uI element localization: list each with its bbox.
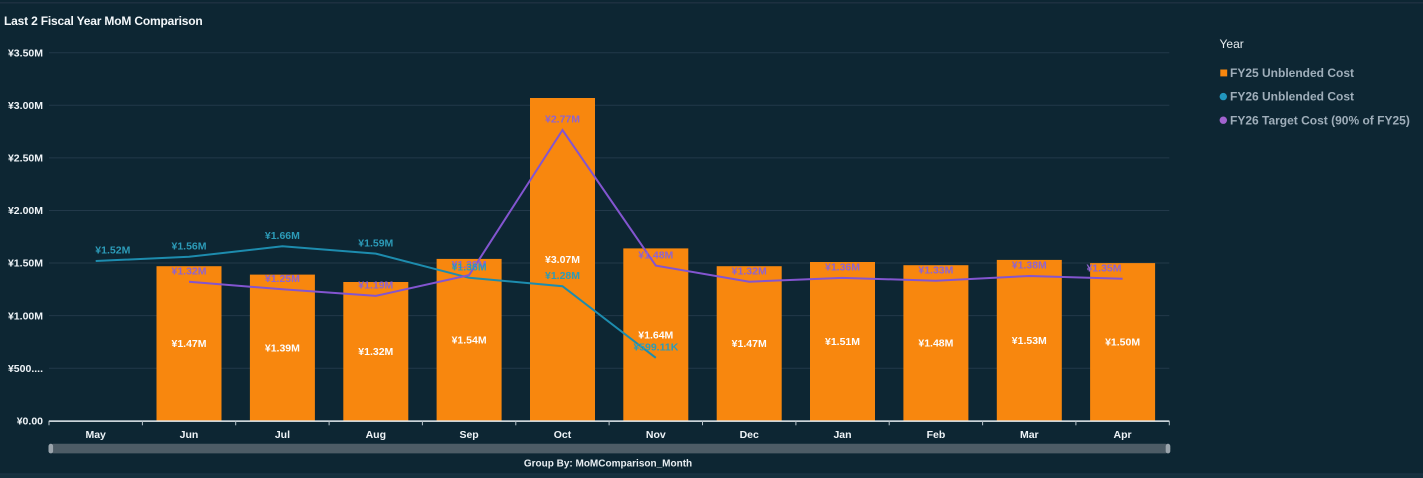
svg-text:¥1.19M: ¥1.19M	[358, 280, 393, 292]
svg-text:Mar: Mar	[1020, 429, 1039, 441]
svg-text:¥500....: ¥500....	[8, 363, 43, 375]
svg-text:¥1.54M: ¥1.54M	[452, 335, 487, 347]
svg-text:¥1.32M: ¥1.32M	[732, 265, 767, 277]
svg-text:¥1.36M: ¥1.36M	[452, 262, 487, 274]
svg-text:¥3.07M: ¥3.07M	[545, 254, 580, 266]
svg-text:Sep: Sep	[459, 429, 478, 441]
svg-text:¥1.28M: ¥1.28M	[545, 270, 580, 282]
svg-text:Apr: Apr	[1114, 429, 1132, 441]
svg-text:¥1.51M: ¥1.51M	[825, 336, 860, 348]
svg-text:¥2.00M: ¥2.00M	[8, 205, 43, 217]
svg-text:Jan: Jan	[833, 429, 851, 441]
svg-text:Aug: Aug	[366, 429, 386, 441]
svg-text:¥1.64M: ¥1.64M	[638, 329, 673, 341]
svg-text:¥1.47M: ¥1.47M	[171, 338, 206, 350]
svg-text:¥1.35M: ¥1.35M	[1086, 263, 1121, 275]
svg-text:FY26 Target Cost (90% of FY25): FY26 Target Cost (90% of FY25)	[1230, 113, 1410, 127]
svg-text:¥2.50M: ¥2.50M	[8, 153, 43, 165]
svg-text:¥1.47M: ¥1.47M	[732, 338, 767, 350]
svg-text:FY26 Unblended Cost: FY26 Unblended Cost	[1230, 90, 1354, 104]
svg-text:Last 2 Fiscal Year MoM Compari: Last 2 Fiscal Year MoM Comparison	[4, 14, 203, 28]
svg-text:Oct: Oct	[554, 429, 572, 441]
svg-text:¥1.32M: ¥1.32M	[358, 346, 393, 358]
svg-text:¥1.39M: ¥1.39M	[452, 259, 487, 271]
svg-text:Feb: Feb	[927, 429, 946, 441]
svg-text:¥1.56M: ¥1.56M	[171, 241, 206, 253]
svg-text:¥1.50M: ¥1.50M	[1105, 337, 1140, 349]
svg-text:¥1.00M: ¥1.00M	[8, 310, 43, 322]
svg-text:¥1.32M: ¥1.32M	[171, 265, 206, 277]
svg-text:¥1.52M: ¥1.52M	[95, 245, 130, 257]
svg-text:¥1.48M: ¥1.48M	[918, 338, 953, 350]
svg-text:¥1.59M: ¥1.59M	[358, 237, 393, 249]
svg-text:¥1.50M: ¥1.50M	[8, 258, 43, 270]
svg-text:Year: Year	[1220, 37, 1244, 51]
svg-text:Jun: Jun	[180, 429, 199, 441]
svg-text:Nov: Nov	[646, 429, 666, 441]
svg-text:Jul: Jul	[275, 429, 290, 441]
svg-text:¥1.53M: ¥1.53M	[1012, 335, 1047, 347]
svg-text:¥1.33M: ¥1.33M	[918, 264, 953, 276]
svg-text:Dec: Dec	[740, 429, 759, 441]
svg-text:¥1.25M: ¥1.25M	[265, 273, 300, 285]
svg-text:¥3.00M: ¥3.00M	[8, 100, 43, 112]
svg-text:¥1.66M: ¥1.66M	[265, 230, 300, 242]
svg-text:¥1.38M: ¥1.38M	[1012, 260, 1047, 272]
svg-text:¥2.77M: ¥2.77M	[545, 114, 580, 126]
svg-text:¥1.48M: ¥1.48M	[638, 249, 673, 261]
svg-text:¥0.00: ¥0.00	[17, 416, 43, 428]
svg-text:¥1.36M: ¥1.36M	[825, 262, 860, 274]
svg-text:FY25 Unblended Cost: FY25 Unblended Cost	[1230, 66, 1354, 80]
svg-text:May: May	[85, 429, 106, 441]
svg-text:Group By: MoMComparison_Month: Group By: MoMComparison_Month	[524, 459, 692, 470]
svg-text:¥599.11K: ¥599.11K	[633, 342, 678, 354]
svg-text:¥1.39M: ¥1.39M	[265, 342, 300, 354]
svg-text:¥3.50M: ¥3.50M	[8, 47, 43, 59]
